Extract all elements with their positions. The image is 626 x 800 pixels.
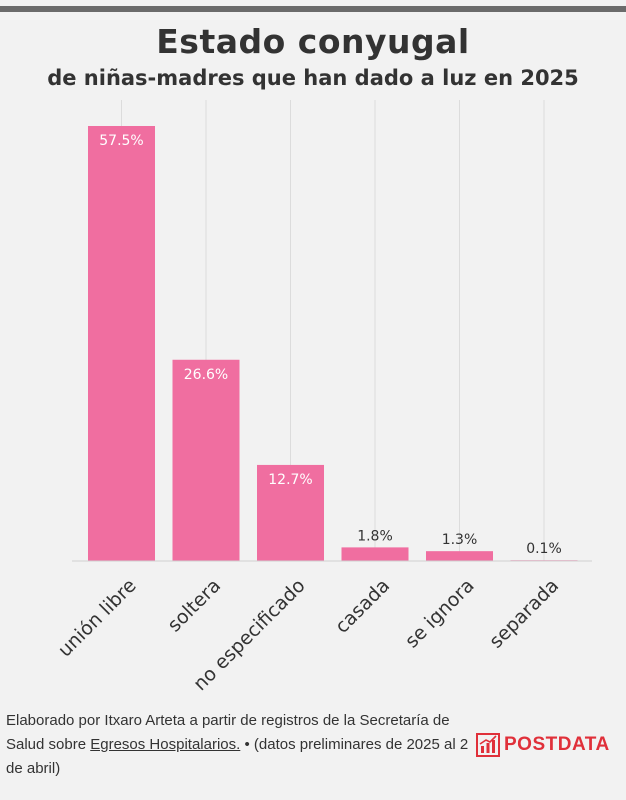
- value-label: 26.6%: [184, 367, 228, 383]
- value-labels: 57.5% 26.6% 12.7% 1.8% 1.3% 0.1%: [99, 133, 562, 557]
- value-label: 12.7%: [268, 472, 312, 488]
- source-text: Elaborado por Itxaro Arteta a partir de …: [6, 712, 450, 753]
- value-label: 0.1%: [526, 541, 562, 557]
- source-link[interactable]: Egresos Hospitalarios.: [90, 736, 241, 753]
- value-label: 57.5%: [99, 133, 143, 149]
- bar-casada: [341, 547, 409, 561]
- bars: [88, 126, 578, 562]
- bar-chart-logo-icon: [476, 733, 500, 757]
- x-tick-label: casada: [331, 575, 394, 638]
- source-note: Elaborado por Itxaro Arteta a partir de …: [6, 709, 476, 781]
- bar-soltera: [172, 359, 240, 561]
- chart-subtitle: de niñas-madres que han dado a luz en 20…: [47, 66, 579, 90]
- top-rule: [0, 6, 626, 12]
- value-label: 1.3%: [442, 532, 478, 548]
- bar-unión-libre: [88, 126, 155, 561]
- bar-se-ignora: [426, 551, 493, 561]
- bar-chart: 57.5% 26.6% 12.7% 1.8% 1.3% 0.1% unión libre s…: [54, 100, 592, 696]
- chart-title: Estado conyugal: [156, 22, 470, 61]
- x-tick-label: soltera: [163, 575, 225, 637]
- bar-no-especificado: [257, 464, 324, 561]
- x-tick-label: se ignora: [401, 575, 479, 653]
- postdata-logo[interactable]: POSTDATA: [476, 730, 610, 760]
- x-tick-label: unión libre: [54, 575, 141, 662]
- logo-text: POSTDATA: [504, 734, 610, 755]
- x-tick-label: separada: [485, 575, 563, 653]
- source-date-note: • (datos preliminares de 2025 al 2 de ab…: [6, 736, 469, 777]
- value-label: 1.8%: [357, 528, 393, 544]
